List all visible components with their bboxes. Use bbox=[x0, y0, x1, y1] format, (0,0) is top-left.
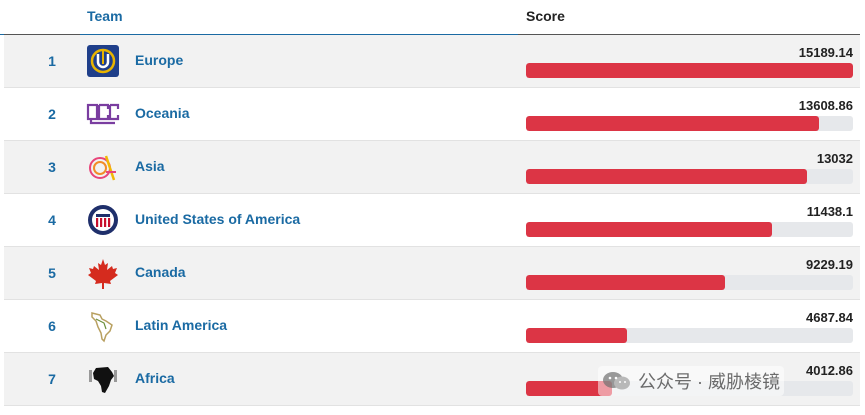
table-row[interactable]: 3 Asia 13032 bbox=[4, 141, 860, 194]
rank-cell: 4 bbox=[48, 212, 56, 228]
score-bar-fill bbox=[526, 169, 807, 184]
africa-map-icon bbox=[86, 362, 120, 396]
score-value: 15189.14 bbox=[798, 45, 853, 60]
table-header: Team Score bbox=[0, 0, 860, 35]
table-row[interactable]: 2 Oceania 13608.86 bbox=[4, 88, 860, 141]
rank-cell: 7 bbox=[48, 371, 56, 387]
score-value: 4687.84 bbox=[806, 310, 853, 325]
usa-logo-icon bbox=[86, 203, 120, 237]
watermark-text: 公众号 · 威胁棱镜 bbox=[638, 372, 780, 392]
maple-leaf-icon bbox=[86, 256, 120, 290]
team-name[interactable]: Asia bbox=[135, 158, 165, 174]
wechat-icon bbox=[602, 370, 632, 392]
table-row[interactable]: 6 Latin America 4687.84 bbox=[4, 300, 860, 353]
score-bar-fill bbox=[526, 222, 773, 237]
table-row[interactable]: 1 Europe 15189.14 bbox=[4, 35, 860, 88]
leaderboard-table: 1 Europe 15189.14 2 Oce bbox=[4, 35, 860, 406]
team-name[interactable]: Africa bbox=[135, 370, 175, 386]
score-bar-fill bbox=[526, 116, 819, 131]
score-bar-fill bbox=[526, 328, 627, 343]
asia-logo-icon bbox=[86, 150, 120, 184]
score-bar-track bbox=[526, 63, 853, 78]
rank-cell: 2 bbox=[48, 106, 56, 122]
score-value: 9229.19 bbox=[806, 257, 853, 272]
header-divider bbox=[4, 34, 80, 35]
team-name[interactable]: Europe bbox=[135, 52, 184, 68]
rank-cell: 3 bbox=[48, 159, 56, 175]
header-divider bbox=[518, 34, 860, 35]
team-name[interactable]: Latin America bbox=[135, 317, 228, 333]
team-name[interactable]: Oceania bbox=[135, 105, 190, 121]
latin-america-map-icon bbox=[86, 309, 120, 343]
score-value: 13032 bbox=[816, 151, 853, 166]
rank-cell: 5 bbox=[48, 265, 56, 281]
europe-logo-icon bbox=[86, 44, 120, 78]
rank-cell: 6 bbox=[48, 318, 56, 334]
score-value: 11438.1 bbox=[806, 204, 853, 219]
score-bar-fill bbox=[526, 275, 725, 290]
score-bar-fill bbox=[526, 63, 853, 78]
table-row[interactable]: 4 United States of America 11438.1 bbox=[4, 194, 860, 247]
rank-cell: 1 bbox=[48, 53, 56, 69]
score-value: 13608.86 bbox=[798, 98, 853, 113]
score-bar-track bbox=[526, 116, 853, 131]
score-value: 4012.86 bbox=[806, 363, 853, 378]
score-column-header[interactable]: Score bbox=[526, 8, 565, 24]
table-row[interactable]: 5 Canada 9229.19 bbox=[4, 247, 860, 300]
team-name[interactable]: Canada bbox=[135, 264, 186, 280]
oceania-logo-icon bbox=[86, 97, 120, 131]
score-bar-track bbox=[526, 169, 853, 184]
score-bar-fill bbox=[526, 381, 613, 396]
score-bar-track bbox=[526, 222, 853, 237]
team-column-header[interactable]: Team bbox=[87, 8, 123, 24]
score-bar-track bbox=[526, 275, 853, 290]
score-bar-track bbox=[526, 328, 853, 343]
watermark: 公众号 · 威胁棱镜 bbox=[598, 366, 784, 396]
team-name[interactable]: United States of America bbox=[135, 211, 301, 227]
